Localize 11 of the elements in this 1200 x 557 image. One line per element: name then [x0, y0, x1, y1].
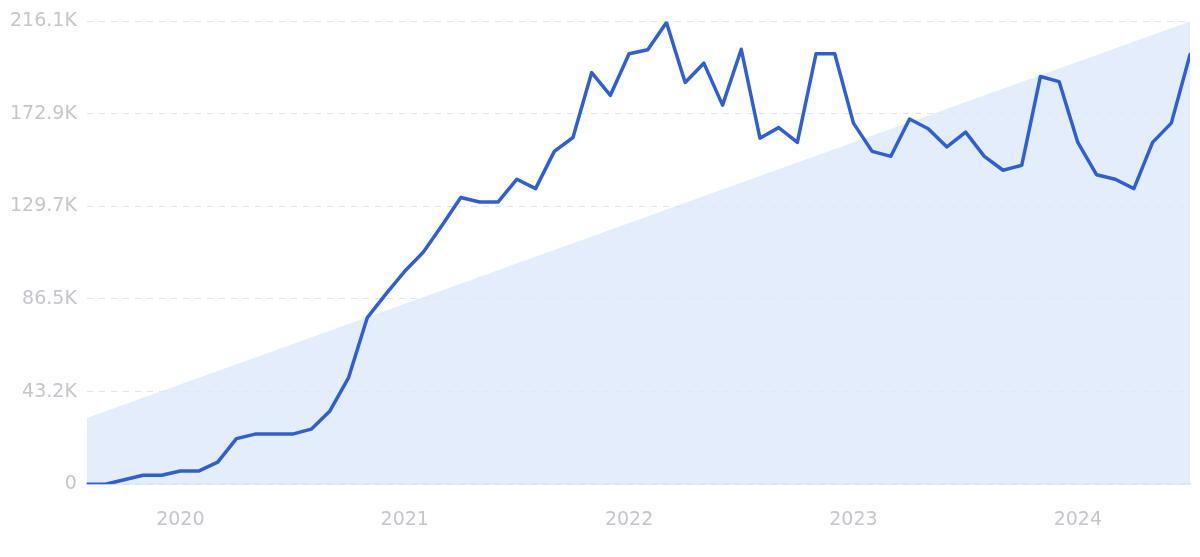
- y-tick-label: 0: [64, 471, 77, 494]
- y-tick-label: 172.9K: [9, 100, 78, 123]
- x-tick-label: 2024: [1053, 506, 1102, 529]
- x-tick-label: 2022: [604, 506, 654, 529]
- x-tick-label: 2020: [156, 506, 205, 529]
- y-tick-label: 129.7K: [9, 193, 78, 216]
- y-tick-label: 216.1K: [9, 8, 78, 31]
- x-tick-label: 2023: [829, 506, 878, 529]
- y-tick-label: 86.5K: [22, 285, 78, 308]
- x-tick-label: 2021: [380, 506, 429, 529]
- y-tick-label: 43.2K: [22, 378, 78, 401]
